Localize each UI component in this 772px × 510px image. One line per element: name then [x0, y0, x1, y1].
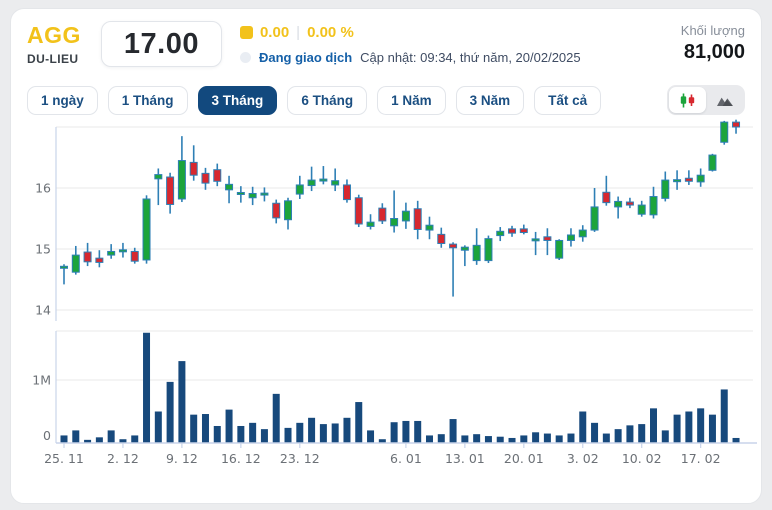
- header: AGG DU-LIEU 17.00 0.00 | 0.00 % Đang gia…: [11, 9, 761, 67]
- tab-1-year[interactable]: 1 Năm: [377, 85, 446, 115]
- svg-text:3. 02: 3. 02: [567, 451, 599, 466]
- svg-text:16: 16: [35, 181, 51, 196]
- symbol-block: AGG DU-LIEU: [27, 23, 81, 66]
- volume-bars: [60, 332, 740, 443]
- svg-text:0: 0: [43, 428, 51, 443]
- current-price-box: 17.00: [100, 21, 222, 67]
- chart-view-toggle: [667, 85, 745, 115]
- area-chart-icon: [716, 97, 733, 106]
- volume-value: 81,000: [683, 41, 745, 63]
- status-row: Đang giao dịch Cập nhật: 09:34, thứ năm,…: [239, 50, 581, 65]
- svg-text:10. 02: 10. 02: [622, 451, 662, 466]
- svg-text:14: 14: [35, 303, 51, 318]
- tab-1-day[interactable]: 1 ngày: [27, 85, 98, 115]
- svg-text:17. 02: 17. 02: [681, 451, 721, 466]
- change-block: 0.00 | 0.00 % Đang giao dịch Cập nhật: 0…: [239, 24, 581, 65]
- stock-widget-card: AGG DU-LIEU 17.00 0.00 | 0.00 % Đang gia…: [10, 8, 762, 504]
- ticker-symbol: AGG: [27, 22, 81, 48]
- svg-text:13. 01: 13. 01: [445, 451, 485, 466]
- svg-text:9. 12: 9. 12: [166, 451, 198, 466]
- tab-6-months[interactable]: 6 Tháng: [287, 85, 368, 115]
- svg-text:23. 12: 23. 12: [280, 451, 320, 466]
- tab-3-months[interactable]: 3 Tháng: [197, 85, 278, 115]
- candlestick-icon: [680, 93, 695, 107]
- candlestick-view-button[interactable]: [669, 87, 706, 113]
- volume-block: Khối lượng 81,000: [681, 23, 745, 64]
- price-axis-labels: 16 15 14: [35, 181, 51, 318]
- svg-text:15: 15: [35, 242, 51, 257]
- candlesticks: [60, 119, 741, 297]
- tab-all[interactable]: Tất cả: [534, 85, 602, 115]
- tab-3-years[interactable]: 3 Năm: [455, 85, 525, 115]
- trading-status-dot-icon: [239, 52, 251, 63]
- price-volume-chart[interactable]: 16 15 14 1M 0 25. 11 2. 12 9. 12 16. 12 23. 12 6. …: [11, 113, 763, 505]
- volume-label: Khối lượng: [680, 23, 745, 38]
- price-change-percent: 0.00 %: [307, 24, 354, 41]
- svg-text:16. 12: 16. 12: [221, 451, 261, 466]
- current-price: 17.00: [123, 27, 199, 60]
- area-view-button[interactable]: [706, 87, 743, 113]
- svg-text:25. 11: 25. 11: [44, 451, 84, 466]
- change-row: 0.00 | 0.00 %: [239, 24, 581, 41]
- volume-axis-labels: 1M 0: [32, 373, 51, 444]
- last-updated: Cập nhật: 09:34, thứ năm, 20/02/2025: [360, 50, 581, 65]
- x-axis-labels: 25. 11 2. 12 9. 12 16. 12 23. 12 6. 01 13. 01 2…: [44, 443, 721, 466]
- app-background: { "header": { "symbol": "AGG", "exchange…: [10, 8, 762, 504]
- svg-text:2. 12: 2. 12: [107, 451, 139, 466]
- price-change: 0.00: [259, 24, 290, 41]
- change-divider: |: [296, 24, 301, 41]
- svg-text:1M: 1M: [32, 373, 51, 388]
- reference-price-icon: [239, 26, 253, 39]
- trading-status[interactable]: Đang giao dịch: [258, 50, 353, 65]
- svg-text:20. 01: 20. 01: [504, 451, 544, 466]
- exchange-label: DU-LIEU: [27, 52, 79, 67]
- range-tabs: 1 ngày 1 Tháng 3 Tháng 6 Tháng 1 Năm 3 N…: [11, 67, 761, 115]
- chart-area[interactable]: 16 15 14 1M 0 25. 11 2. 12 9. 12 16. 12 23. 12 6. …: [11, 113, 763, 505]
- svg-text:6. 01: 6. 01: [390, 451, 422, 466]
- tab-1-month[interactable]: 1 Tháng: [107, 85, 188, 115]
